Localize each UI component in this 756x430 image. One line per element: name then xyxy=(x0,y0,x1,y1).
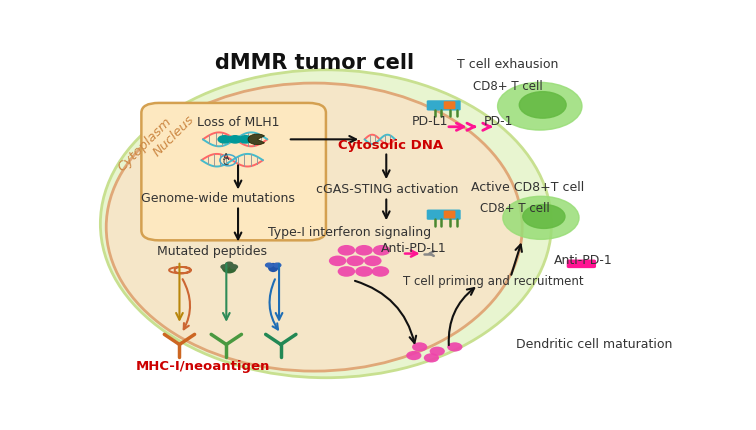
FancyBboxPatch shape xyxy=(444,211,455,218)
Ellipse shape xyxy=(355,245,373,255)
Text: PD-L1: PD-L1 xyxy=(411,115,448,128)
Circle shape xyxy=(226,262,233,266)
Text: C: C xyxy=(222,158,229,167)
Circle shape xyxy=(218,136,231,143)
Text: dMMR tumor cell: dMMR tumor cell xyxy=(215,53,414,73)
Ellipse shape xyxy=(338,266,355,277)
Ellipse shape xyxy=(268,263,278,272)
FancyBboxPatch shape xyxy=(141,103,326,240)
Circle shape xyxy=(523,205,565,228)
Text: T cell exhausion: T cell exhausion xyxy=(457,58,558,71)
Text: Dendritic cell maturation: Dendritic cell maturation xyxy=(516,338,673,351)
Text: MHC-I/neoantigen: MHC-I/neoantigen xyxy=(136,360,270,373)
Text: Nucleus: Nucleus xyxy=(150,113,197,159)
Ellipse shape xyxy=(346,255,364,266)
FancyBboxPatch shape xyxy=(426,209,460,220)
Circle shape xyxy=(221,265,228,269)
FancyBboxPatch shape xyxy=(567,260,596,268)
Ellipse shape xyxy=(448,342,463,352)
Text: Anti-PD-L1: Anti-PD-L1 xyxy=(381,242,447,255)
Wedge shape xyxy=(248,134,265,144)
Text: Genome-wide mutations: Genome-wide mutations xyxy=(141,193,295,206)
Text: Cytoplasm: Cytoplasm xyxy=(115,115,174,174)
Text: Anti-PD-1: Anti-PD-1 xyxy=(554,254,613,267)
Text: T cell priming and recruitment: T cell priming and recruitment xyxy=(403,275,583,288)
Text: Mutated peptides: Mutated peptides xyxy=(156,246,267,258)
Ellipse shape xyxy=(364,255,382,266)
Circle shape xyxy=(228,136,242,143)
Ellipse shape xyxy=(372,266,389,277)
Text: cGAS-STING activation: cGAS-STING activation xyxy=(316,182,459,196)
Ellipse shape xyxy=(373,245,390,255)
Text: Cytosolic DNA: Cytosolic DNA xyxy=(338,139,443,153)
Ellipse shape xyxy=(355,266,373,277)
Ellipse shape xyxy=(338,245,355,255)
Circle shape xyxy=(274,263,280,267)
Text: Type-I interferon signaling: Type-I interferon signaling xyxy=(268,226,431,239)
Ellipse shape xyxy=(406,351,421,360)
Text: PD-1: PD-1 xyxy=(484,115,513,128)
Ellipse shape xyxy=(429,347,445,356)
Circle shape xyxy=(231,265,237,269)
Circle shape xyxy=(265,263,273,267)
Text: Active CD8+T cell: Active CD8+T cell xyxy=(472,181,584,194)
Ellipse shape xyxy=(106,83,522,371)
Text: A: A xyxy=(223,154,229,163)
Circle shape xyxy=(503,196,579,240)
Circle shape xyxy=(497,83,582,130)
Ellipse shape xyxy=(222,264,237,273)
Text: CD8+ T cell: CD8+ T cell xyxy=(480,203,550,215)
Ellipse shape xyxy=(101,70,551,378)
Circle shape xyxy=(239,136,252,143)
FancyBboxPatch shape xyxy=(426,100,460,111)
FancyBboxPatch shape xyxy=(444,101,455,109)
Circle shape xyxy=(519,92,566,118)
Ellipse shape xyxy=(424,353,439,362)
Text: CD8+ T cell: CD8+ T cell xyxy=(472,80,543,93)
Ellipse shape xyxy=(329,255,346,266)
Text: Loss of MLH1: Loss of MLH1 xyxy=(197,116,279,129)
Ellipse shape xyxy=(412,342,427,352)
